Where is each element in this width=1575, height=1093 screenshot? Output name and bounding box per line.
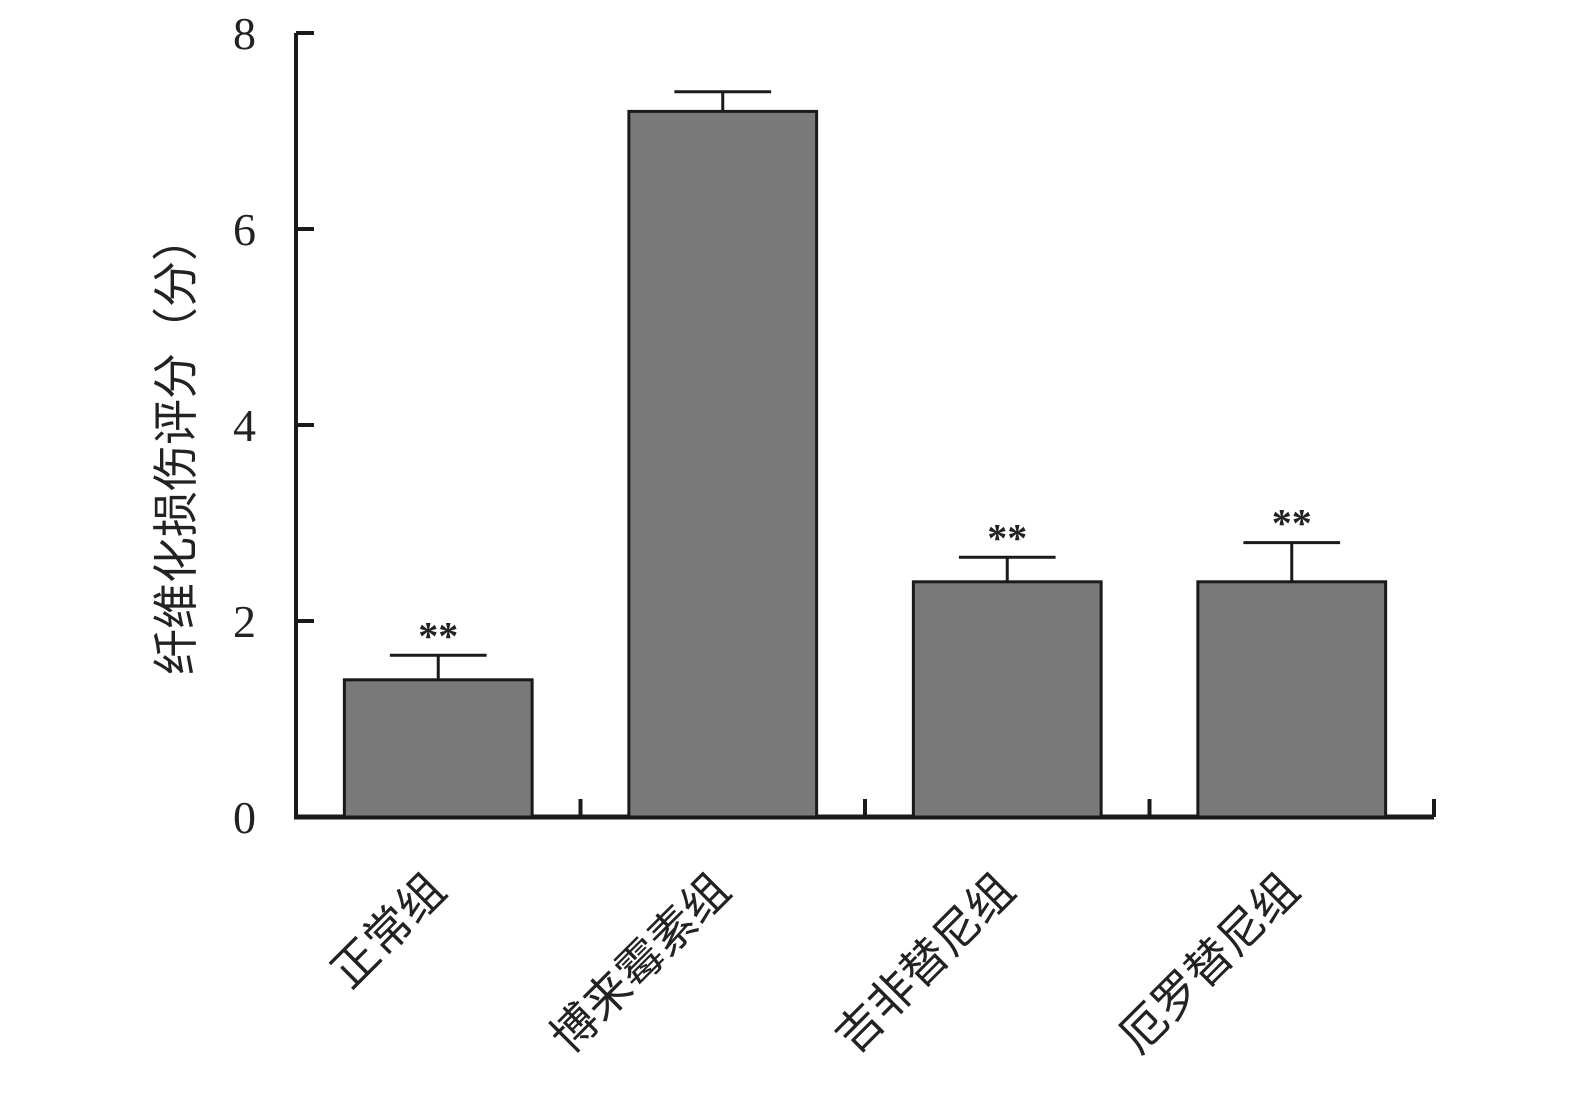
x-tick-label: 正常组 <box>320 863 456 999</box>
y-tick-label: 4 <box>233 400 256 451</box>
bar <box>627 109 819 819</box>
bars: ** ** ** <box>342 90 1388 819</box>
y-axis: 0 2 4 6 8 <box>233 8 314 843</box>
bar <box>1196 580 1388 819</box>
x-tick-label: 吉非替尼组 <box>824 863 1025 1064</box>
significance-mark: ** <box>1272 501 1312 546</box>
bar <box>342 678 534 819</box>
y-tick-label: 0 <box>233 792 256 843</box>
x-axis: 正常组 博来霉素组 吉非替尼组 厄罗替尼组 <box>294 799 1436 1064</box>
bar <box>911 580 1103 819</box>
significance-mark: ** <box>418 613 458 658</box>
x-tick-label: 博来霉素组 <box>540 863 741 1064</box>
x-tick-label: 厄罗替尼组 <box>1109 863 1310 1064</box>
y-axis-title: 纤维化损伤评分（分） <box>149 215 203 675</box>
y-tick-label: 2 <box>233 596 256 647</box>
y-tick-label: 6 <box>233 204 256 255</box>
y-tick-label: 8 <box>233 8 256 59</box>
significance-mark: ** <box>987 515 1027 560</box>
